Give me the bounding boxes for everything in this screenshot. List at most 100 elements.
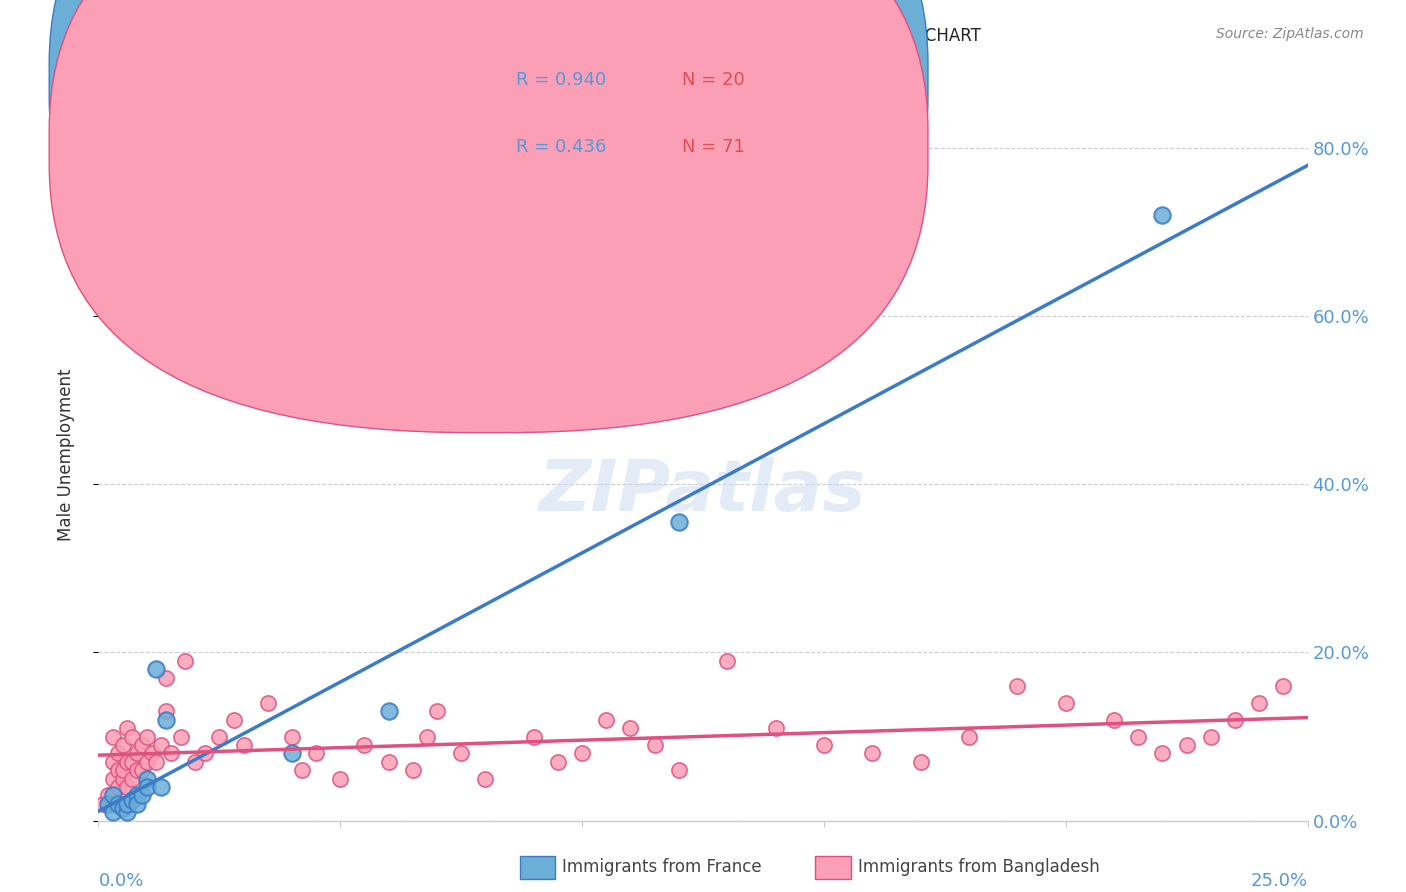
Point [141,747,163,761]
Point [668,515,690,529]
Point [107,763,129,777]
Point [910,755,932,769]
Point [329,772,352,786]
Point [547,755,569,769]
Text: N = 20: N = 20 [682,71,745,89]
Point [117,755,139,769]
Point [131,789,153,803]
Point [716,654,738,668]
Point [145,662,167,676]
Point [595,713,617,727]
Point [402,763,425,777]
Point [353,738,375,752]
Point [1152,747,1174,761]
Point [135,772,157,786]
Point [121,792,143,806]
Point [91,797,114,811]
Point [474,772,496,786]
Point [121,755,143,769]
Point [101,755,124,769]
Text: ZIPatlas: ZIPatlas [540,457,866,526]
Point [860,747,883,761]
Point [194,747,217,761]
Point [450,747,472,761]
Point [957,730,980,744]
Point [1175,738,1198,752]
Text: Immigrants from France: Immigrants from France [562,858,762,876]
Point [101,772,124,786]
Point [101,789,124,803]
Point [1128,730,1150,744]
Point [1199,730,1222,744]
Text: Immigrants from Bangladesh: Immigrants from Bangladesh [858,858,1099,876]
Point [111,801,134,815]
Point [117,780,139,794]
Point [290,763,312,777]
Point [644,738,666,752]
Point [281,730,304,744]
Point [127,763,149,777]
Text: 0.0%: 0.0% [98,872,143,890]
Point [155,713,177,727]
Point [127,797,149,811]
Point [150,738,173,752]
Point [1249,696,1271,710]
Point [232,738,254,752]
Point [426,704,449,718]
Point [765,721,787,735]
Point [97,797,120,811]
Point [121,772,143,786]
Point [135,755,157,769]
Point [281,747,304,761]
Point [155,671,177,685]
Point [117,721,139,735]
Point [1272,679,1295,693]
Point [571,747,593,761]
Text: Source: ZipAtlas.com: Source: ZipAtlas.com [1216,27,1364,41]
Point [1007,679,1029,693]
Text: R = 0.436: R = 0.436 [516,138,606,156]
Point [121,730,143,744]
Point [111,763,134,777]
Point [131,738,153,752]
Point [145,755,167,769]
Point [150,780,173,794]
Point [1223,713,1246,727]
Point [174,654,197,668]
Point [208,730,231,744]
Point [155,704,177,718]
Point [135,730,157,744]
Point [131,763,153,777]
Text: 25.0%: 25.0% [1250,872,1308,890]
Text: IMMIGRANTS FROM FRANCE VS IMMIGRANTS FROM BANGLADESH MALE UNEMPLOYMENT CORRELATI: IMMIGRANTS FROM FRANCE VS IMMIGRANTS FRO… [56,27,981,45]
Text: N = 71: N = 71 [682,138,745,156]
Point [101,805,124,820]
Point [107,797,129,811]
Point [117,805,139,820]
Point [619,721,641,735]
Point [1152,208,1174,222]
Point [127,789,149,803]
Point [305,747,328,761]
Point [668,763,690,777]
Point [416,730,439,744]
Point [184,755,207,769]
Point [117,797,139,811]
Point [107,780,129,794]
Point [101,730,124,744]
Point [160,747,183,761]
Point [1102,713,1125,727]
Point [813,738,835,752]
Point [256,696,278,710]
Point [111,738,134,752]
Point [169,730,191,744]
Point [377,704,399,718]
Point [111,772,134,786]
Point [97,789,120,803]
Y-axis label: Male Unemployment: Male Unemployment [56,368,75,541]
Point [1054,696,1077,710]
Point [377,755,399,769]
Text: R = 0.940: R = 0.940 [516,71,606,89]
Point [135,780,157,794]
Point [222,713,245,727]
